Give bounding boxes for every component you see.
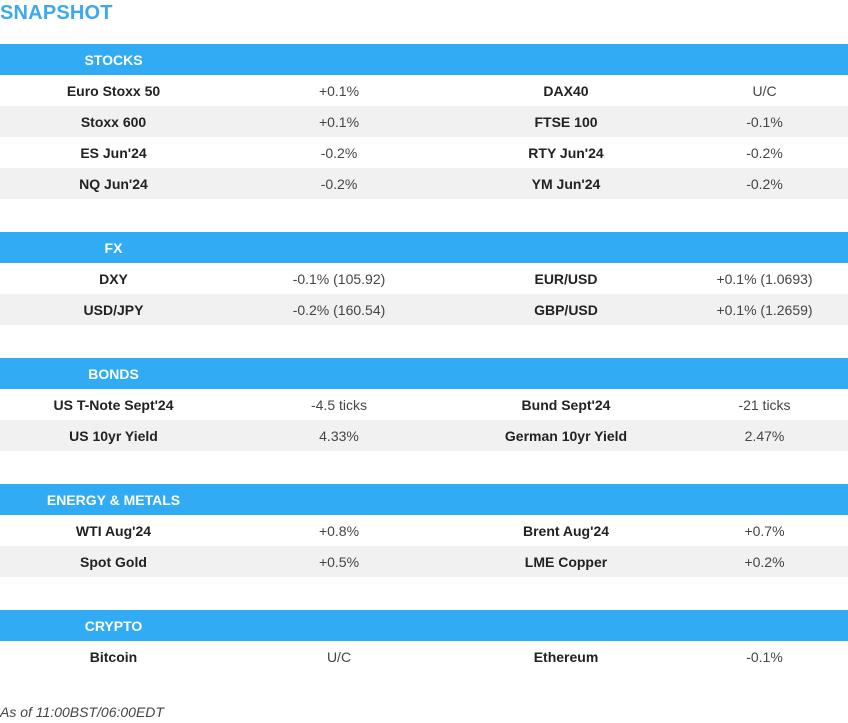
instrument-name: Spot Gold [80,553,147,570]
table-row: Stoxx 600 +0.1% FTSE 100 -0.1% [0,106,848,137]
instrument-name: DXY [99,270,128,287]
instrument-name: Euro Stoxx 50 [66,82,161,99]
instrument-change: -0.2% [320,144,358,161]
table-row: Bitcoin U/C Ethereum -0.1% [0,641,848,672]
instrument-change: -4.5 ticks [310,396,367,413]
instrument-name: Stoxx 600 [80,113,147,130]
table-row: USD/JPY -0.2% (160.54) GBP/USD +0.1% (1.265… [0,294,848,325]
section-header-label: FX [104,239,123,256]
instrument-change: -0.1% [746,648,783,665]
table-row: NQ Jun'24 -0.2% YM Jun'24 -0.2% [0,168,848,199]
table-row: Euro Stoxx 50 +0.1% DAX40 U/C [0,75,848,106]
section-crypto: CRYPTO Bitcoin U/C Ethereum -0.1% [0,610,848,672]
section-bonds: BONDS US T-Note Sept'24 -4.5 ticks Bund Sep… [0,358,848,451]
instrument-change: +0.7% [744,522,785,539]
instrument-name: Ethereum [533,648,599,665]
instrument-change: +0.1% (1.0693) [716,270,813,287]
timestamp-note: As of 11:00BST/06:00EDT [0,704,164,720]
instrument-name: Bund Sept'24 [521,396,611,413]
instrument-change: U/C [326,648,352,665]
instrument-name: YM Jun'24 [531,175,601,192]
instrument-name: LME Copper [524,553,608,570]
page-title: SNAPSHOT [0,2,113,24]
instrument-name: RTY Jun'24 [528,144,604,161]
instrument-change: -0.1% [746,113,783,130]
section-header: CRYPTO [0,610,848,641]
instrument-name: WTI Aug'24 [75,522,152,539]
section-header: BONDS [0,358,848,389]
section-header-label: ENERGY & METALS [46,491,181,508]
section-energy-metals: ENERGY & METALS WTI Aug'24 +0.8% Brent Aug'… [0,484,848,577]
table-row: US 10yr Yield 4.33% German 10yr Yield 2.47% [0,420,848,451]
instrument-change: -21 ticks [738,396,791,413]
instrument-name: Bitcoin [89,648,138,665]
table-row: WTI Aug'24 +0.8% Brent Aug'24 +0.7% [0,515,848,546]
instrument-name: EUR/USD [534,270,598,287]
instrument-name: GBP/USD [534,301,598,318]
instrument-name: US 10yr Yield [69,427,158,444]
instrument-change: -0.2% [320,175,358,192]
instrument-name: Brent Aug'24 [522,522,610,539]
section-stocks: STOCKS Euro Stoxx 50 +0.1% DAX40 U/C Stoxx 60… [0,44,848,199]
instrument-change: U/C [752,82,777,99]
instrument-name: US T-Note Sept'24 [53,396,174,413]
section-fx: FX DXY -0.1% (105.92) EUR/USD +0.1% (1.0693)… [0,232,848,325]
instrument-change: -0.2% [746,144,783,161]
instrument-change: +0.1% [318,82,360,99]
section-header: STOCKS [0,44,848,75]
section-header: ENERGY & METALS [0,484,848,515]
instrument-name: USD/JPY [83,301,144,318]
instrument-change: 2.47% [744,427,785,444]
instrument-change: +0.1% (1.2659) [716,301,813,318]
table-row: US T-Note Sept'24 -4.5 ticks Bund Sept'24 -… [0,389,848,420]
instrument-name: FTSE 100 [534,113,598,130]
instrument-change: -0.2% [746,175,783,192]
instrument-change: +0.1% [318,113,360,130]
instrument-change: +0.5% [318,553,360,570]
section-header: FX [0,232,848,263]
section-header-label: CRYPTO [84,617,143,634]
table-row: DXY -0.1% (105.92) EUR/USD +0.1% (1.0693) [0,263,848,294]
instrument-name: ES Jun'24 [80,144,147,161]
section-header-label: STOCKS [84,51,143,68]
table-row: Spot Gold +0.5% LME Copper +0.2% [0,546,848,577]
instrument-change: 4.33% [319,427,359,444]
table-row: ES Jun'24 -0.2% RTY Jun'24 -0.2% [0,137,848,168]
instrument-change: -0.2% (160.54) [292,301,386,318]
instrument-name: German 10yr Yield [504,427,628,444]
instrument-change: +0.8% [318,522,360,539]
instrument-change: +0.2% [744,553,785,570]
instrument-name: DAX40 [543,82,589,99]
instrument-name: NQ Jun'24 [79,175,148,192]
section-header-label: BONDS [88,365,139,382]
instrument-change: -0.1% (105.92) [292,270,386,287]
